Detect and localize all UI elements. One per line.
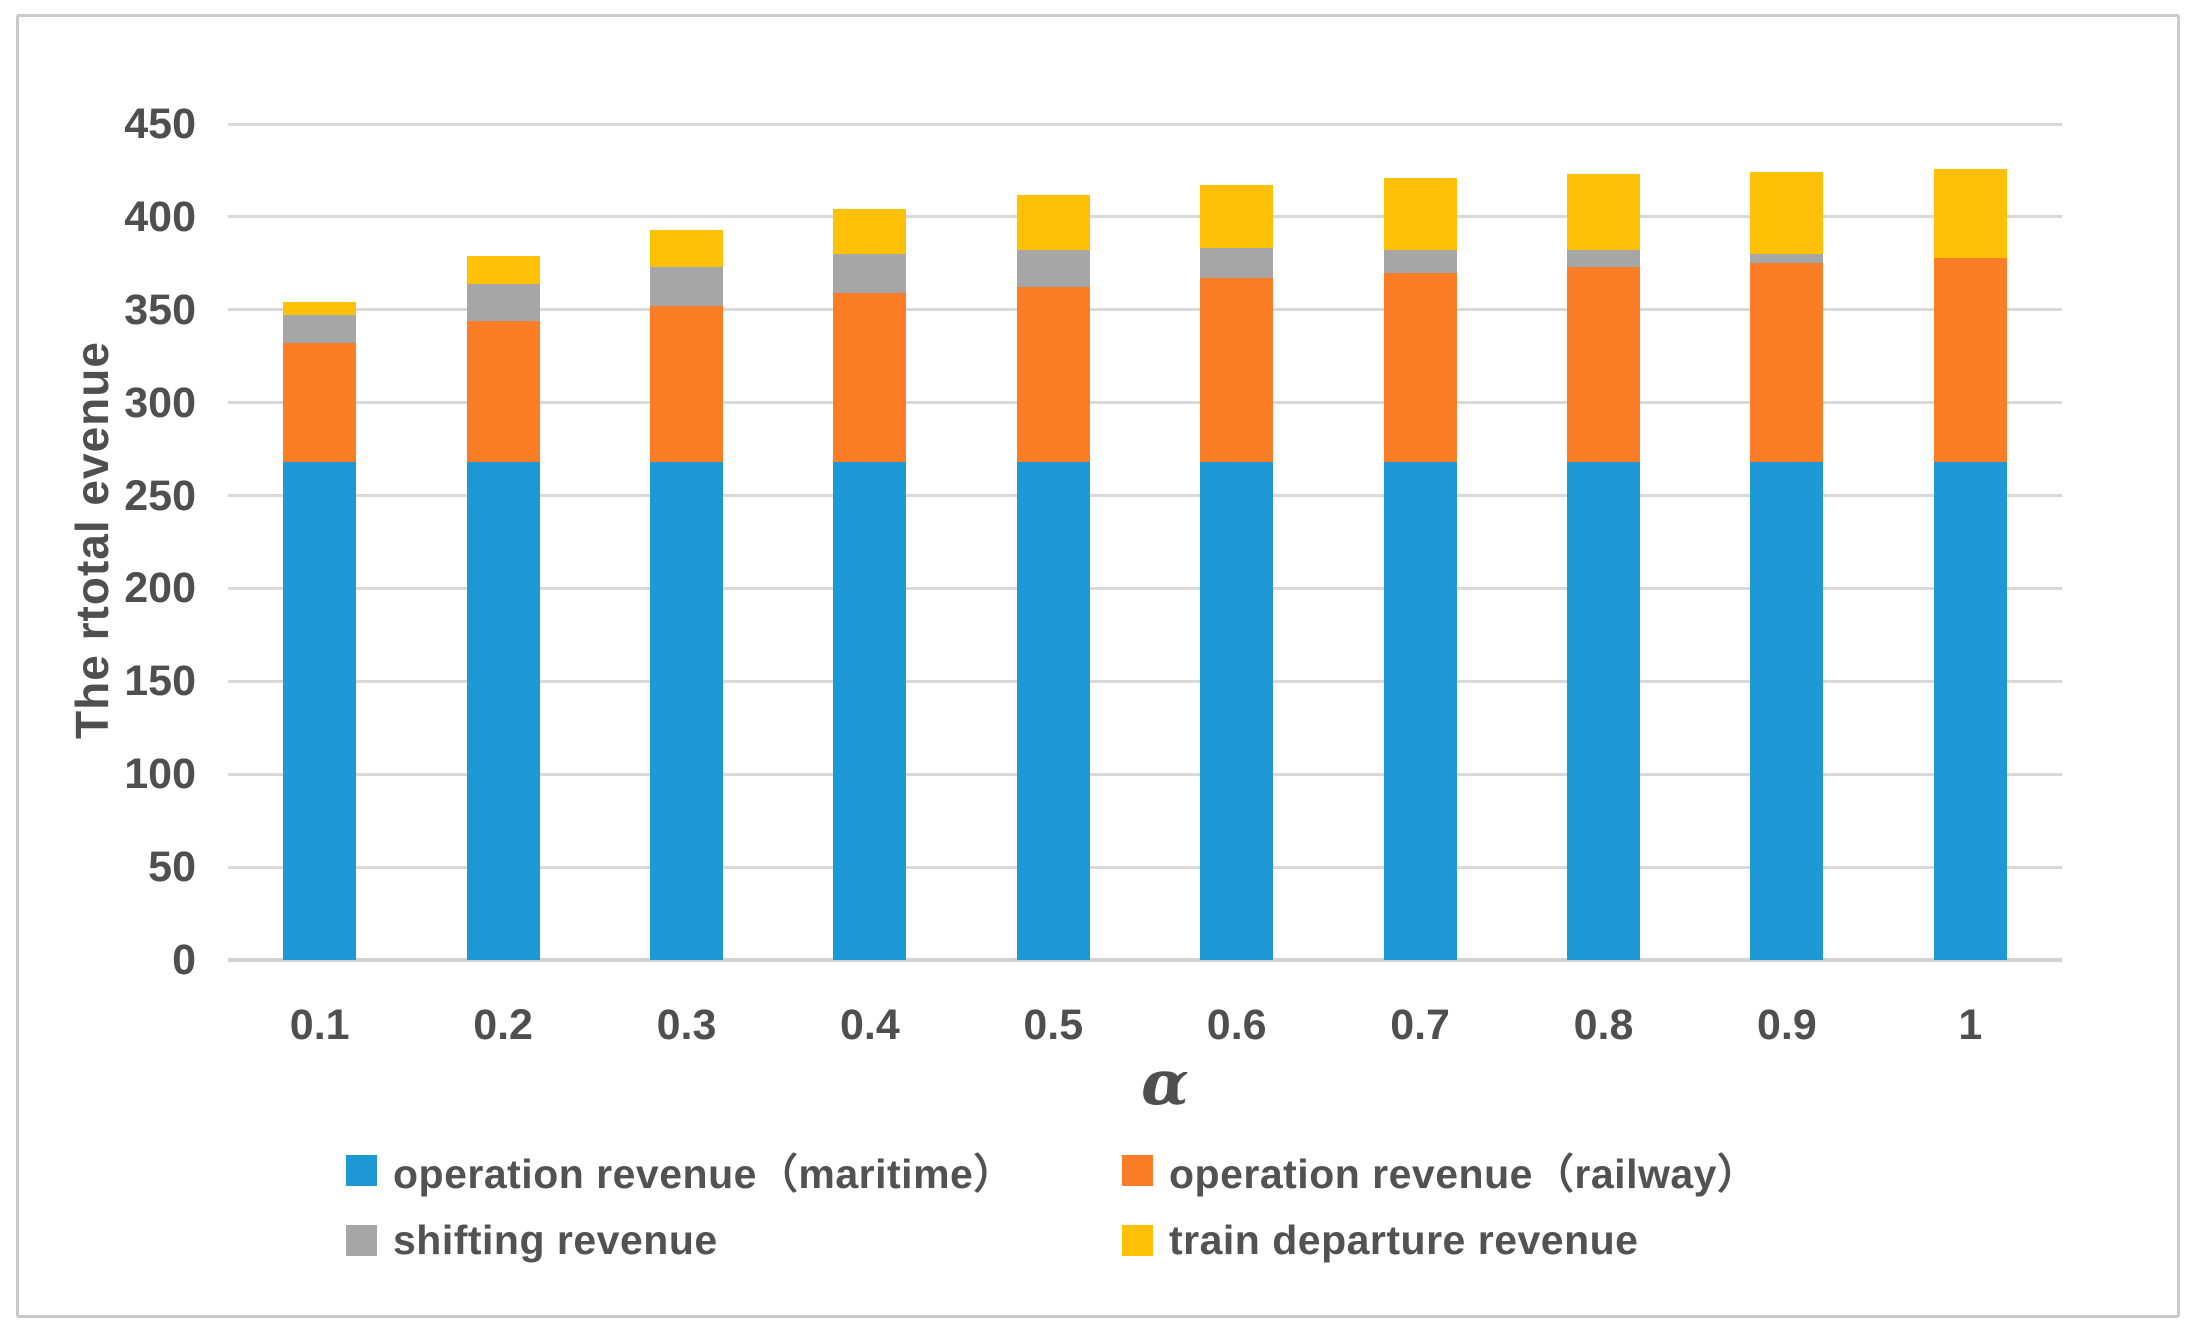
bar-segment — [833, 293, 907, 463]
bar-segment — [283, 315, 357, 344]
bar-segment — [1200, 462, 1274, 960]
bar-segment — [466, 320, 540, 463]
bar-segment — [1567, 267, 1640, 463]
y-tick-label: 350 — [124, 285, 196, 334]
y-tick-label: 0 — [172, 936, 196, 984]
gridline — [228, 586, 2062, 590]
gridline — [228, 401, 2062, 405]
x-axis-line — [228, 958, 2062, 962]
y-tick-label: 300 — [124, 378, 196, 427]
bar-segment — [833, 462, 907, 960]
bar-segment — [1383, 250, 1457, 273]
x-tick-label: 0.8 — [1573, 1001, 1634, 1049]
y-tick-label: 250 — [124, 471, 196, 520]
x-tick-label: 0.1 — [289, 1001, 350, 1049]
bar-segment — [1567, 250, 1640, 268]
bar-segment — [1016, 250, 1090, 288]
bar-segment — [1750, 172, 1824, 255]
x-tick-label: 0.4 — [839, 1001, 900, 1049]
gridline — [228, 865, 2062, 869]
bar-segment — [466, 462, 540, 960]
bar-segment — [1200, 248, 1274, 279]
bar-segment — [1933, 257, 2007, 463]
bar-segment — [650, 267, 723, 307]
bar-segment — [650, 229, 723, 268]
bar-segment — [1933, 462, 2007, 960]
y-tick-label: 150 — [124, 657, 196, 706]
bar-segment — [1200, 185, 1274, 249]
bar-segment — [1750, 462, 1824, 960]
bar-segment — [466, 255, 540, 284]
bar-segment — [650, 306, 723, 463]
bar-segment — [1383, 272, 1457, 463]
x-tick-label: 0.3 — [656, 1001, 717, 1049]
bar-segment — [833, 209, 907, 255]
bar-segment — [1383, 462, 1457, 960]
x-tick-label: 0.6 — [1206, 1001, 1267, 1049]
bar-segment — [283, 343, 357, 463]
x-tick-label: 0.7 — [1390, 1001, 1450, 1049]
bar-segment — [1750, 254, 1824, 264]
bar-segment — [466, 283, 540, 321]
y-tick-label: 50 — [148, 843, 196, 892]
bar-segment — [1567, 174, 1640, 251]
bar-segment — [1383, 177, 1457, 251]
gridline — [228, 215, 2062, 219]
x-tick-label: 0.5 — [1023, 1001, 1084, 1049]
gridline — [228, 308, 2062, 312]
y-tick-label: 450 — [124, 100, 196, 148]
gridline — [228, 122, 2062, 126]
bar-segment — [1567, 462, 1640, 960]
gridline — [228, 772, 2062, 776]
bar-segment — [1750, 263, 1824, 463]
bar-segment — [283, 302, 357, 316]
x-tick-label: 1 — [1958, 1001, 1983, 1049]
bar-segment — [650, 462, 723, 960]
bar-segment — [833, 254, 907, 294]
y-tick-label: 400 — [124, 192, 196, 241]
bar-segment — [283, 462, 357, 960]
bar-segment — [1016, 462, 1090, 960]
x-tick-label: 0.9 — [1756, 1001, 1817, 1049]
bar-segment — [1933, 168, 2007, 258]
y-tick-label: 200 — [124, 564, 196, 613]
bar-segment — [1016, 194, 1090, 251]
x-axis-title: α — [1141, 1046, 1189, 1119]
x-tick-label: 0.2 — [473, 1001, 533, 1049]
gridline — [228, 679, 2062, 683]
bar-segment — [1200, 278, 1274, 463]
gridline — [228, 494, 2062, 498]
y-tick-label: 100 — [124, 750, 196, 799]
bar-segment — [1016, 287, 1090, 463]
